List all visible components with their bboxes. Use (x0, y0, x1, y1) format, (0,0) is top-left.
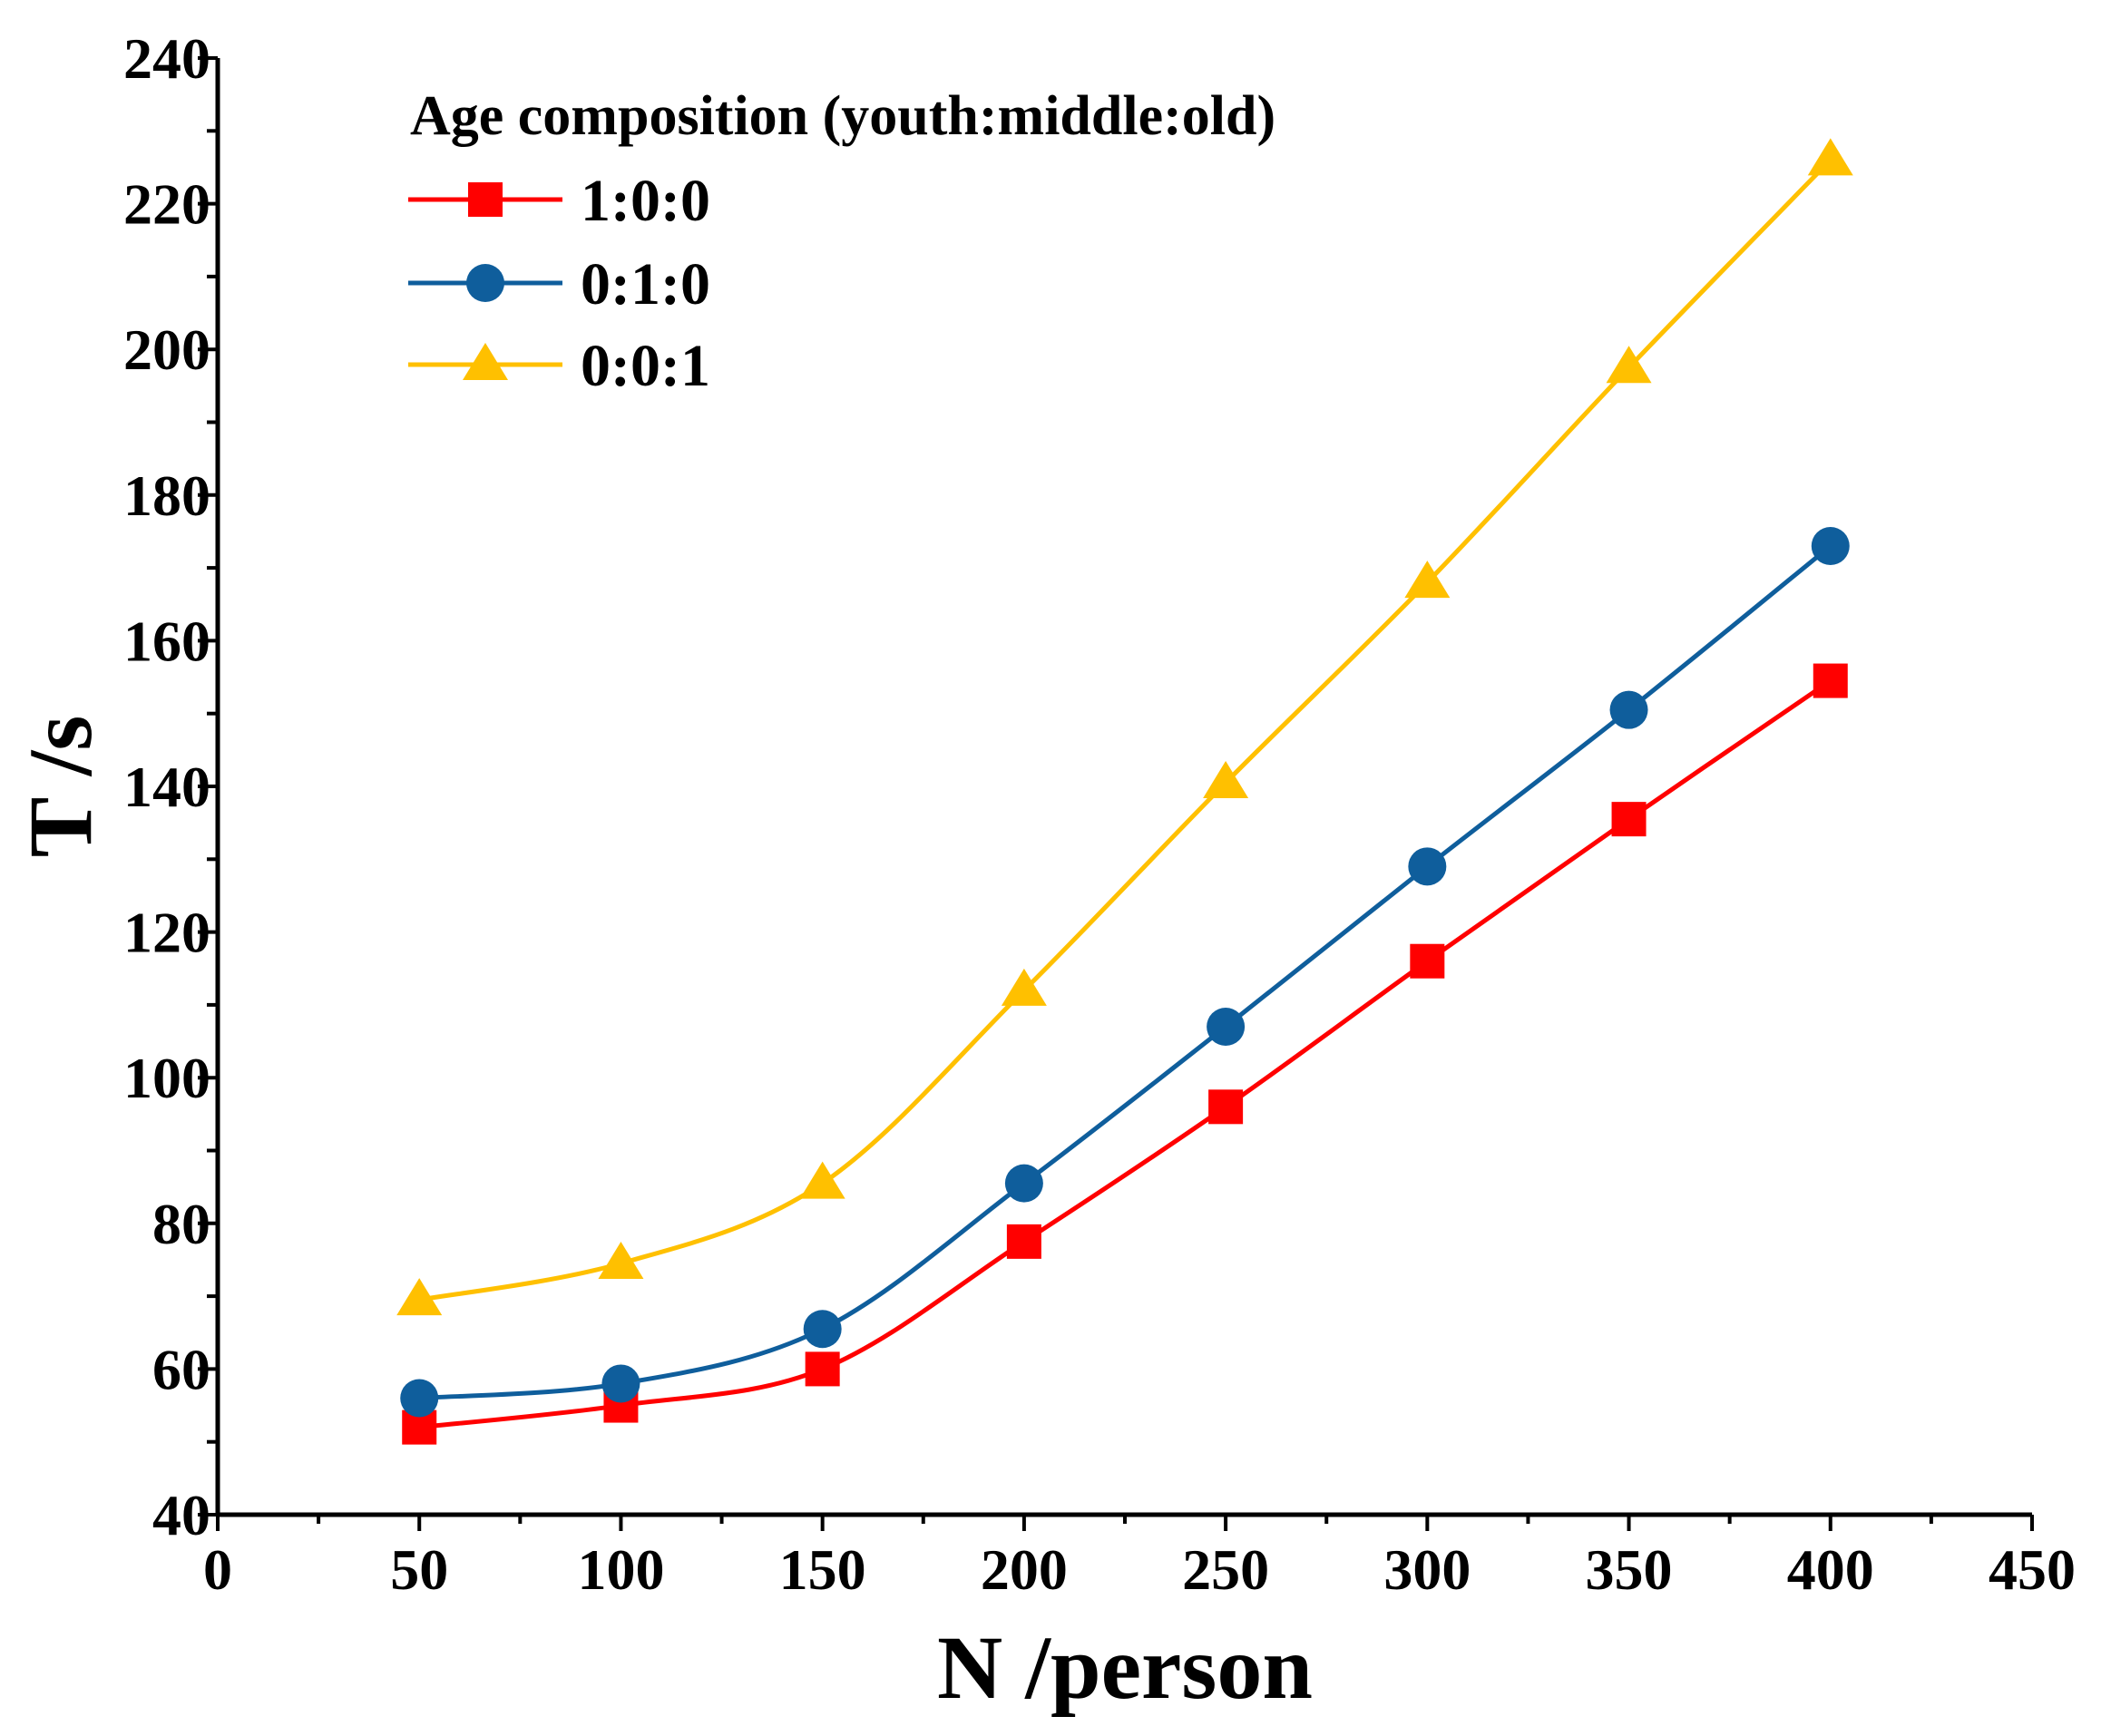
data-point-circle (1408, 847, 1447, 886)
y-tick-label: 240 (123, 26, 210, 91)
data-point-circle (1004, 1164, 1043, 1203)
x-tick-label: 200 (981, 1537, 1068, 1602)
data-point-triangle (1807, 138, 1853, 176)
y-tick-label: 160 (123, 609, 210, 673)
y-tick-label: 60 (152, 1337, 210, 1401)
data-point-circle (601, 1364, 640, 1403)
x-tick-label: 50 (390, 1537, 448, 1602)
data-point-triangle (799, 1161, 845, 1199)
data-point-circle (1811, 527, 1850, 566)
y-tick-label: 100 (123, 1046, 210, 1110)
y-axis-title: T /s (10, 716, 111, 858)
y-tick-label: 80 (152, 1192, 210, 1256)
data-point-circle (803, 1310, 842, 1349)
data-point-square (805, 1351, 840, 1387)
legend: Age composition (youth:middle:old) 1:0:0… (408, 85, 1275, 399)
data-point-triangle (1203, 760, 1249, 798)
legend-swatch-circle (466, 264, 504, 302)
data-point-triangle (396, 1278, 443, 1316)
x-tick-label: 0 (203, 1537, 232, 1602)
legend-swatch-square (468, 182, 503, 217)
data-point-triangle (598, 1241, 644, 1279)
x-tick-label: 150 (779, 1537, 866, 1602)
x-axis-title: N /person (937, 1617, 1313, 1718)
x-tick-label: 450 (1989, 1537, 2076, 1602)
series-lines (418, 158, 1832, 1430)
y-tick-label: 120 (123, 901, 210, 965)
series-markers (396, 138, 1853, 1445)
legend-label: 0:1:0 (581, 251, 710, 317)
x-tick-label: 350 (1586, 1537, 1673, 1602)
data-point-square (1813, 663, 1848, 698)
data-point-square (1208, 1089, 1244, 1125)
y-tick-label: 40 (152, 1483, 210, 1547)
legend-label: 0:0:1 (581, 333, 710, 399)
data-point-circle (1609, 690, 1648, 729)
y-tick-label: 200 (123, 317, 210, 382)
data-point-square (1410, 943, 1445, 979)
series-line-1:0:0 (418, 678, 1832, 1430)
x-tick-label: 100 (577, 1537, 664, 1602)
data-point-triangle (1001, 968, 1047, 1006)
y-tick-label: 220 (123, 172, 210, 237)
series-line-0:0:1 (418, 158, 1832, 1302)
legend-label: 1:0:0 (581, 168, 710, 234)
data-point-circle (400, 1379, 439, 1418)
legend-title: Age composition (youth:middle:old) (410, 85, 1275, 147)
legend-swatch-triangle (463, 343, 508, 380)
data-point-triangle (1606, 346, 1652, 384)
data-point-circle (1207, 1007, 1246, 1046)
y-tick-label: 180 (123, 463, 210, 528)
x-tick-label: 300 (1383, 1537, 1471, 1602)
series-line-0:1:0 (419, 544, 1832, 1401)
x-tick-label: 250 (1182, 1537, 1269, 1602)
axes: 0 50 100 150 200 250 300 350 400 450 40 60 80 100 120 1… (123, 26, 2076, 1602)
x-tick-label: 400 (1787, 1537, 1874, 1602)
data-point-triangle (1404, 561, 1451, 599)
data-point-square (1006, 1224, 1041, 1259)
data-point-square (1611, 802, 1647, 837)
y-tick-label: 140 (123, 755, 210, 819)
